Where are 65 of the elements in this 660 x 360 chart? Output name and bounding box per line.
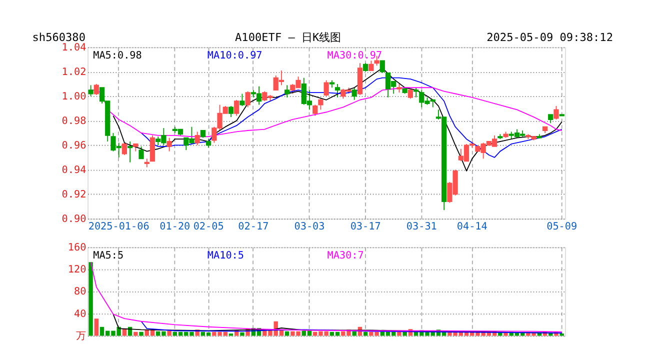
x-tick-label: 2025-01-06 bbox=[88, 221, 150, 232]
y-tick-label: 1.02 bbox=[62, 66, 86, 78]
bar bbox=[139, 332, 144, 336]
bar bbox=[88, 262, 93, 336]
candlestick bbox=[352, 87, 357, 100]
candlestick bbox=[122, 142, 128, 156]
y-tick-label: 万 bbox=[76, 330, 86, 342]
candlestick bbox=[127, 141, 133, 163]
y-tick-label: 0.92 bbox=[62, 189, 86, 200]
y-tick-label: 0.98 bbox=[62, 116, 86, 127]
x-tick-label: 05-09 bbox=[546, 221, 578, 232]
x-tick-label: 03-31 bbox=[406, 221, 437, 232]
text: MA5:5 bbox=[93, 250, 124, 262]
text: MA30:7 bbox=[327, 250, 364, 262]
text: sh560380 bbox=[32, 30, 86, 44]
bar bbox=[240, 332, 244, 336]
bar bbox=[352, 331, 356, 336]
candlestick bbox=[413, 87, 419, 98]
candlestick bbox=[284, 84, 290, 98]
x-tick-label: 01-20 bbox=[160, 221, 190, 232]
text: MA5:0.98 bbox=[93, 50, 142, 62]
x-tick-label: 03-03 bbox=[294, 221, 325, 232]
candlestick bbox=[334, 84, 340, 98]
line-series bbox=[112, 68, 562, 172]
candlestick bbox=[88, 84, 94, 97]
candlestick bbox=[240, 93, 245, 106]
candlestick bbox=[94, 84, 99, 96]
x-tick-label: 02-17 bbox=[238, 221, 269, 232]
bar bbox=[134, 332, 138, 336]
y-tick-label: 0.94 bbox=[62, 164, 86, 176]
candlestick bbox=[194, 131, 200, 146]
bar bbox=[402, 332, 407, 336]
candlestick bbox=[380, 60, 385, 74]
candlestick bbox=[368, 60, 374, 71]
candlestick bbox=[234, 99, 240, 116]
y-tick-label: 0.90 bbox=[62, 214, 86, 225]
bar bbox=[94, 318, 99, 336]
x-tick-label: 03-17 bbox=[350, 221, 381, 232]
candlestick bbox=[554, 106, 559, 120]
candlestick bbox=[324, 80, 329, 97]
y-tick-label: 40 bbox=[74, 308, 86, 320]
y-tick-label: 160 bbox=[68, 242, 86, 254]
candlestick bbox=[166, 137, 172, 152]
chart-title: A100ETF — 日K线图 bbox=[235, 30, 342, 44]
line-series bbox=[140, 77, 562, 158]
y-tick-label: 80 bbox=[74, 286, 86, 298]
bar bbox=[167, 330, 172, 336]
text: MA30:0.97 bbox=[327, 50, 382, 62]
candlestick bbox=[150, 134, 156, 162]
candlestick bbox=[228, 106, 234, 118]
candlestick bbox=[318, 98, 324, 110]
line-series bbox=[140, 320, 562, 334]
text: MA10:0.97 bbox=[207, 50, 262, 62]
candlestick bbox=[245, 90, 250, 108]
line-series bbox=[90, 262, 562, 332]
y-tick-label: 0.96 bbox=[62, 140, 86, 152]
text: 2025-05-09 09:38:12 bbox=[486, 30, 613, 44]
candlestick bbox=[312, 104, 318, 116]
text: MA10:5 bbox=[207, 250, 244, 262]
x-tick-label: 02-05 bbox=[193, 221, 224, 232]
candlestick bbox=[138, 146, 144, 160]
y-tick-label: 1.00 bbox=[62, 91, 86, 102]
y-tick-label: 1.04 bbox=[62, 42, 86, 54]
y-tick-label: 120 bbox=[68, 264, 86, 276]
x-tick-label: 04-14 bbox=[456, 221, 488, 232]
